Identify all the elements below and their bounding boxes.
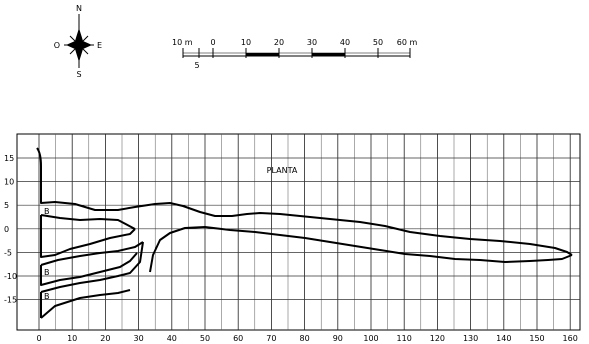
branch-label-b-2: B <box>44 268 50 277</box>
plan-title: PLANTA <box>267 166 298 175</box>
y-tick-label: 0 <box>4 225 9 234</box>
scale-label-10m: 10 m <box>172 38 193 47</box>
cave-branch-3 <box>40 241 144 319</box>
scale-label-40: 40 <box>340 38 350 47</box>
cave-branch-2 <box>40 241 144 286</box>
cave-outline <box>36 147 573 319</box>
cave-upper-wall <box>36 147 573 256</box>
x-tick-label: 10 <box>67 334 77 343</box>
x-axis-ticks: 0 10 20 30 40 50 60 70 80 90 100 110 120 130 140 150 160 <box>36 334 577 343</box>
x-tick-label: 60 <box>233 334 243 343</box>
branch-label-b-1: B <box>44 207 50 216</box>
scale-label-5: 5 <box>194 61 199 70</box>
x-tick-label: 120 <box>430 334 445 343</box>
x-tick-label: 50 <box>200 334 210 343</box>
x-tick-label: 160 <box>563 334 578 343</box>
scale-label-30: 30 <box>307 38 317 47</box>
y-tick-label: 10 <box>4 178 14 187</box>
compass-east-label: E <box>97 41 102 50</box>
scale-label-10: 10 <box>241 38 251 47</box>
x-tick-label: 130 <box>463 334 478 343</box>
x-tick-label: 40 <box>167 334 177 343</box>
y-tick-label: 15 <box>4 154 14 163</box>
x-tick-label: 100 <box>363 334 378 343</box>
scale-label-0: 0 <box>210 38 215 47</box>
scale-label-20: 20 <box>274 38 284 47</box>
cave-branch-1 <box>40 214 136 258</box>
x-tick-label: 0 <box>36 334 41 343</box>
compass-west-label: O <box>54 41 60 50</box>
x-tick-label: 140 <box>496 334 511 343</box>
x-tick-label: 110 <box>397 334 412 343</box>
y-axis-ticks: 15 10 5 0 -5 -10 -15 <box>4 154 17 305</box>
plan-grid <box>17 134 580 330</box>
y-tick-label: -5 <box>4 248 12 257</box>
compass-north-label: N <box>76 4 82 13</box>
scale-label-60m: 60 m <box>397 38 418 47</box>
x-tick-label: 80 <box>300 334 310 343</box>
compass-rose-icon: N S E O <box>54 4 102 79</box>
scale-bar: 10 m 0 10 20 30 40 50 60 m 5 <box>172 38 417 70</box>
y-tick-label: 5 <box>4 201 9 210</box>
x-tick-label: 150 <box>529 334 544 343</box>
compass-south-label: S <box>76 70 81 79</box>
x-tick-label: 70 <box>266 334 276 343</box>
cave-lower-wall <box>149 226 573 273</box>
branch-label-b-3: B <box>44 292 50 301</box>
y-tick-label: -10 <box>4 272 17 281</box>
x-tick-label: 30 <box>134 334 144 343</box>
x-tick-label: 20 <box>100 334 110 343</box>
plan-frame <box>16 133 581 331</box>
scale-label-50: 50 <box>373 38 383 47</box>
x-tick-label: 90 <box>333 334 343 343</box>
y-tick-label: -15 <box>4 296 17 305</box>
